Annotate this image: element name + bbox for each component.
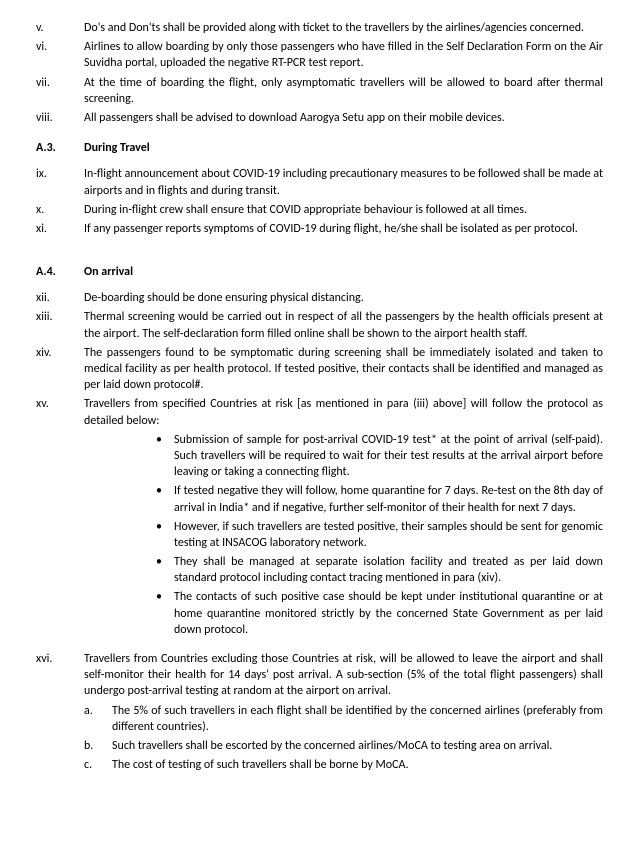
section-marker: A.4. bbox=[36, 264, 84, 280]
section-title: During Travel bbox=[84, 140, 603, 156]
sub-marker: b. bbox=[84, 738, 112, 754]
list-item-vii: vii. At the time of boarding the flight,… bbox=[36, 75, 603, 107]
list-text: If any passenger reports symptoms of COV… bbox=[84, 221, 603, 237]
list-marker: xv. bbox=[36, 396, 84, 428]
list-item-x: x. During in-flight crew shall ensure th… bbox=[36, 202, 603, 218]
bullet-item: • The contacts of such positive case sho… bbox=[156, 589, 603, 638]
bullet-text: If tested negative they will follow, hom… bbox=[174, 483, 603, 515]
list-item-xvi: xvi. Travellers from Countries excluding… bbox=[36, 651, 603, 700]
list-marker: xi. bbox=[36, 221, 84, 237]
sub-item-c: c. The cost of testing of such traveller… bbox=[84, 757, 603, 773]
list-marker: viii. bbox=[36, 110, 84, 126]
bullet-icon: • bbox=[156, 483, 174, 515]
list-text: All passengers shall be advised to downl… bbox=[84, 110, 603, 126]
bullet-text: Submission of sample for post-arrival CO… bbox=[174, 432, 603, 481]
list-text: Travellers from Countries excluding thos… bbox=[84, 651, 603, 700]
list-item-ix: ix. In-flight announcement about COVID-1… bbox=[36, 166, 603, 198]
bullet-icon: • bbox=[156, 432, 174, 481]
sub-list-xvi: a. The 5% of such travellers in each fli… bbox=[84, 703, 603, 774]
list-text: In-flight announcement about COVID-19 in… bbox=[84, 166, 603, 198]
list-item-vi: vi. Airlines to allow boarding by only t… bbox=[36, 39, 603, 71]
section-heading-a4: A.4. On arrival bbox=[36, 264, 603, 280]
bullet-text: The contacts of such positive case shoul… bbox=[174, 589, 603, 638]
list-marker: xiv. bbox=[36, 345, 84, 394]
list-text: Thermal screening would be carried out i… bbox=[84, 309, 603, 341]
list-item-viii: viii. All passengers shall be advised to… bbox=[36, 110, 603, 126]
list-marker: xvi. bbox=[36, 651, 84, 700]
list-text: At the time of boarding the flight, only… bbox=[84, 75, 603, 107]
list-text: Travellers from specified Countries at r… bbox=[84, 396, 603, 428]
list-item-v: v. Do's and Don'ts shall be provided alo… bbox=[36, 20, 603, 36]
bullet-icon: • bbox=[156, 519, 174, 551]
sub-marker: a. bbox=[84, 703, 112, 735]
list-marker: xiii. bbox=[36, 309, 84, 341]
list-item-xv: xv. Travellers from specified Countries … bbox=[36, 396, 603, 428]
bullet-icon: • bbox=[156, 554, 174, 586]
bullet-item: • If tested negative they will follow, h… bbox=[156, 483, 603, 515]
bullet-text: However, if such travellers are tested p… bbox=[174, 519, 603, 551]
section-title: On arrival bbox=[84, 264, 603, 280]
list-text: Do's and Don'ts shall be provided along … bbox=[84, 20, 603, 36]
list-item-xii: xii. De-boarding should be done ensuring… bbox=[36, 290, 603, 306]
list-marker: ix. bbox=[36, 166, 84, 198]
list-text: The passengers found to be symptomatic d… bbox=[84, 345, 603, 394]
bullet-item: • They shall be managed at separate isol… bbox=[156, 554, 603, 586]
bullet-list-xv: • Submission of sample for post-arrival … bbox=[156, 432, 603, 638]
list-text: During in-flight crew shall ensure that … bbox=[84, 202, 603, 218]
list-item-xi: xi. If any passenger reports symptoms of… bbox=[36, 221, 603, 237]
section-heading-a3: A.3. During Travel bbox=[36, 140, 603, 156]
sub-marker: c. bbox=[84, 757, 112, 773]
list-marker: x. bbox=[36, 202, 84, 218]
sub-text: Such travellers shall be escorted by the… bbox=[112, 738, 603, 754]
section-marker: A.3. bbox=[36, 140, 84, 156]
bullet-item: • Submission of sample for post-arrival … bbox=[156, 432, 603, 481]
list-text: De-boarding should be done ensuring phys… bbox=[84, 290, 603, 306]
bullet-item: • However, if such travellers are tested… bbox=[156, 519, 603, 551]
list-marker: vi. bbox=[36, 39, 84, 71]
bullet-icon: • bbox=[156, 589, 174, 638]
sub-item-a: a. The 5% of such travellers in each fli… bbox=[84, 703, 603, 735]
sub-text: The cost of testing of such travellers s… bbox=[112, 757, 603, 773]
list-marker: xii. bbox=[36, 290, 84, 306]
list-marker: vii. bbox=[36, 75, 84, 107]
sub-text: The 5% of such travellers in each flight… bbox=[112, 703, 603, 735]
sub-item-b: b. Such travellers shall be escorted by … bbox=[84, 738, 603, 754]
list-item-xiv: xiv. The passengers found to be symptoma… bbox=[36, 345, 603, 394]
list-item-xiii: xiii. Thermal screening would be carried… bbox=[36, 309, 603, 341]
list-marker: v. bbox=[36, 20, 84, 36]
bullet-text: They shall be managed at separate isolat… bbox=[174, 554, 603, 586]
list-text: Airlines to allow boarding by only those… bbox=[84, 39, 603, 71]
